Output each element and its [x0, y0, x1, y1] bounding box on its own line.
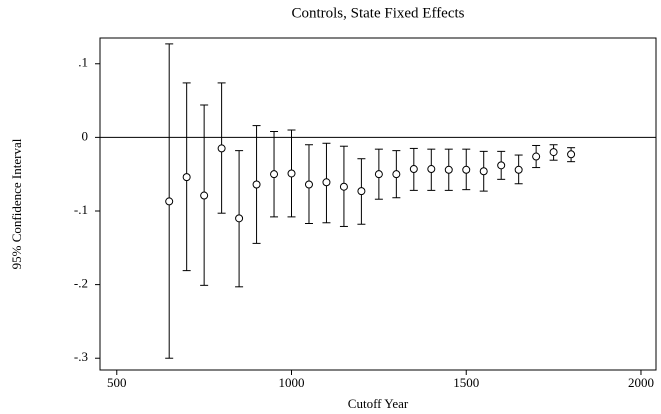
plot-frame: [99, 37, 657, 371]
y-axis-label: 95% Confidence Interval: [9, 138, 24, 269]
y-tick-label: .1: [78, 55, 88, 70]
point: [270, 170, 279, 179]
point: [392, 170, 401, 179]
point: [374, 170, 383, 179]
x-tick-label: 2000: [628, 375, 654, 390]
point: [252, 180, 261, 189]
point: [339, 182, 348, 191]
chart-title: Controls, State Fixed Effects: [291, 5, 464, 21]
point: [182, 173, 191, 182]
x-tick-label: 500: [107, 375, 127, 390]
point: [497, 161, 506, 170]
point: [287, 169, 296, 178]
point: [444, 165, 453, 174]
point: [304, 180, 313, 189]
point: [462, 165, 471, 174]
point: [427, 165, 436, 174]
y-tick-label: -.2: [74, 276, 88, 291]
point: [549, 148, 558, 157]
point: [514, 165, 523, 174]
x-tick-label: 1000: [279, 375, 305, 390]
point: [532, 152, 541, 161]
x-tick-label: 1500: [453, 375, 479, 390]
y-tick-label: -.3: [74, 349, 88, 364]
point: [322, 178, 331, 187]
point: [357, 187, 366, 196]
y-tick-label: -.1: [74, 202, 88, 217]
point: [235, 214, 244, 223]
point: [165, 197, 174, 206]
point: [200, 191, 209, 200]
point: [217, 144, 226, 153]
point: [479, 167, 488, 176]
point: [409, 165, 418, 174]
x-axis-label: Cutoff Year: [348, 396, 409, 411]
y-tick-label: 0: [82, 128, 89, 143]
point: [567, 150, 576, 159]
